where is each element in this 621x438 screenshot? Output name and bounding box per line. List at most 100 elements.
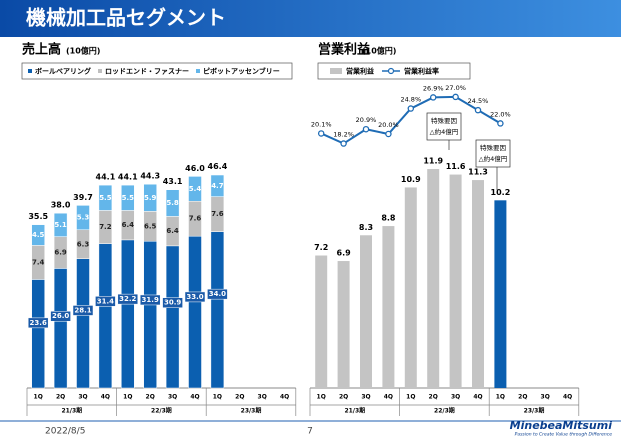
value-label: 7.2 — [314, 243, 328, 252]
line-marker — [429, 94, 437, 101]
bar-segment — [98, 243, 113, 389]
page-number: 7 — [307, 427, 313, 437]
group-label: 23/3期 — [524, 407, 545, 415]
bar — [404, 187, 417, 388]
bar — [427, 169, 440, 388]
x-tick-label: 2Q — [235, 394, 244, 401]
bar-segment — [188, 176, 202, 202]
value-label: 11.6 — [446, 162, 466, 171]
value-label: 7.4 — [32, 258, 45, 266]
x-tick-label: 4Q — [384, 394, 393, 401]
x-tick-label: 3Q — [258, 394, 267, 401]
total-label: 44.3 — [140, 172, 160, 181]
value-label: 5.3 — [77, 214, 90, 222]
value-label: 32.2 — [119, 295, 136, 303]
logo: MinebeaMitsumi — [510, 419, 613, 432]
annotation-text: 特殊要因 — [431, 116, 457, 125]
total-label: 35.5 — [28, 212, 48, 221]
value-label: 28.1 — [74, 306, 91, 314]
value-label: 18.2% — [333, 131, 354, 139]
bar — [382, 226, 395, 388]
x-tick-label: 3Q — [168, 394, 177, 401]
total-label: 46.4 — [208, 162, 228, 171]
footer-date: 2022/8/5 — [45, 427, 85, 437]
x-tick-label: 3Q — [451, 394, 460, 401]
legend-label: ボールベアリング — [35, 67, 91, 76]
legend-swatch — [28, 69, 32, 73]
line-marker — [362, 125, 370, 133]
annotation-text: △約4億円 — [430, 127, 459, 136]
legend-marker — [387, 67, 395, 75]
legend-swatch — [98, 69, 102, 73]
line-marker — [340, 140, 347, 147]
value-label: 5.5 — [122, 194, 135, 202]
value-label: 5.5 — [99, 194, 112, 202]
value-label: 24.8% — [400, 96, 421, 104]
line-marker — [317, 130, 325, 137]
x-tick-label: 1Q — [406, 394, 415, 401]
bar-segment — [165, 189, 180, 217]
bar-segment — [98, 184, 113, 211]
total-label: 44.1 — [118, 173, 138, 182]
value-label: 6.3 — [77, 240, 90, 248]
total-label: 39.7 — [73, 193, 93, 202]
bar — [337, 261, 350, 388]
x-tick-label: 4Q — [101, 394, 110, 401]
value-label: 5.4 — [189, 185, 202, 193]
logo-tagline: Passion to Create Value through Differen… — [515, 432, 613, 438]
value-label-box — [184, 291, 206, 303]
x-tick-label: 2Q — [56, 394, 65, 401]
line-marker — [497, 120, 504, 127]
legend-label: ロッドエンド・ファスナー — [105, 68, 189, 76]
total-label: 38.0 — [51, 201, 71, 210]
total-label: 46.0 — [185, 164, 205, 173]
x-tick-label: 2Q — [146, 394, 155, 401]
legend-label: 営業利益率 — [404, 67, 439, 76]
x-tick-label: 3Q — [78, 394, 87, 401]
value-label: 4.5 — [32, 231, 45, 239]
header-bar — [0, 0, 621, 37]
chart-unit: (10億円) — [362, 46, 396, 56]
value-label: 5.9 — [144, 194, 157, 202]
value-label: 20.1% — [311, 120, 332, 128]
legend-swatch — [196, 69, 200, 73]
bar-segment — [188, 235, 202, 389]
value-label-box — [50, 310, 71, 322]
value-label: 5.8 — [166, 199, 179, 207]
bar-segment — [210, 174, 225, 197]
value-label: 4.7 — [211, 182, 224, 190]
total-label: 44.1 — [96, 173, 116, 182]
x-tick-label: 3Q — [541, 394, 550, 401]
bar-segment — [76, 258, 90, 389]
value-label: 20.9% — [356, 116, 377, 124]
group-label: 21/3期 — [344, 407, 365, 415]
bar-segment — [210, 231, 225, 389]
value-label-box — [27, 317, 49, 329]
bar-segment — [143, 183, 157, 212]
value-label: 6.9 — [54, 249, 67, 257]
value-label-box — [207, 288, 228, 300]
value-label: 10.9 — [401, 175, 421, 184]
value-label-box — [162, 297, 183, 308]
value-label: 31.4 — [97, 297, 114, 305]
x-tick-label: 1Q — [317, 394, 326, 401]
value-label: 6.5 — [144, 222, 157, 230]
total-label: 43.1 — [163, 177, 183, 186]
line-marker — [474, 106, 482, 114]
x-tick-label: 3Q — [361, 394, 370, 401]
x-tick-label: 4Q — [190, 394, 199, 401]
value-label: 33.0 — [186, 293, 203, 301]
x-tick-label: 4Q — [563, 394, 572, 401]
x-tick-label: 2Q — [429, 394, 438, 401]
value-label: 10.2 — [491, 188, 511, 197]
value-label: 34.0 — [209, 290, 226, 298]
bar-segment — [53, 212, 68, 237]
group-label: 22/3期 — [434, 407, 455, 415]
group-label: 23/3期 — [241, 407, 262, 415]
value-label: 6.4 — [122, 221, 135, 229]
value-label: 22.0% — [490, 110, 511, 118]
value-label-box — [72, 305, 94, 316]
value-label: 31.9 — [142, 296, 159, 304]
value-label: 6.9 — [337, 249, 352, 258]
